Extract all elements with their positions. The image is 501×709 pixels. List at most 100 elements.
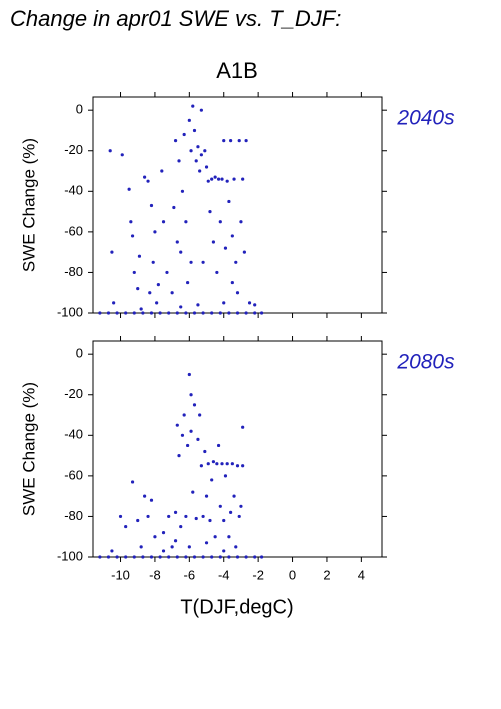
point bbox=[259, 555, 264, 559]
y-tick-label: -100 bbox=[57, 304, 83, 319]
point bbox=[161, 549, 166, 553]
point bbox=[196, 303, 200, 307]
point bbox=[112, 301, 116, 305]
point bbox=[218, 555, 222, 559]
point bbox=[136, 287, 140, 291]
point bbox=[170, 291, 174, 295]
point bbox=[218, 504, 222, 508]
point bbox=[136, 518, 140, 523]
point bbox=[146, 179, 150, 183]
point bbox=[167, 311, 171, 315]
point bbox=[179, 524, 183, 529]
point bbox=[210, 177, 214, 181]
point bbox=[220, 177, 224, 181]
y-tick-label: -40 bbox=[64, 427, 83, 442]
point bbox=[124, 311, 128, 315]
point bbox=[230, 280, 234, 285]
point bbox=[210, 311, 214, 315]
point bbox=[230, 462, 234, 466]
point bbox=[161, 531, 166, 535]
point bbox=[225, 462, 229, 466]
point bbox=[132, 270, 136, 275]
plot-frame bbox=[92, 340, 383, 558]
point bbox=[235, 291, 240, 295]
point bbox=[203, 149, 207, 153]
point bbox=[232, 494, 236, 498]
point bbox=[222, 301, 226, 305]
point bbox=[216, 177, 221, 181]
point bbox=[139, 307, 143, 311]
point bbox=[130, 480, 135, 484]
point bbox=[235, 464, 240, 468]
point bbox=[241, 464, 245, 468]
point bbox=[227, 535, 231, 539]
y-tick-label: -20 bbox=[64, 142, 83, 157]
point bbox=[259, 311, 264, 315]
point bbox=[239, 504, 243, 508]
point bbox=[108, 149, 112, 153]
point bbox=[201, 260, 205, 264]
point bbox=[115, 555, 119, 559]
point bbox=[160, 169, 164, 173]
point bbox=[194, 159, 198, 163]
point bbox=[196, 145, 200, 149]
point bbox=[232, 177, 236, 181]
point bbox=[244, 139, 248, 143]
point bbox=[220, 462, 224, 466]
point bbox=[124, 524, 128, 529]
point bbox=[194, 516, 198, 521]
panel-label: 2040s bbox=[396, 107, 455, 130]
point bbox=[204, 494, 209, 498]
point bbox=[227, 199, 231, 204]
point bbox=[153, 535, 157, 539]
point bbox=[189, 149, 193, 153]
point bbox=[110, 549, 114, 553]
point bbox=[149, 498, 154, 502]
point bbox=[141, 555, 145, 559]
point bbox=[241, 177, 245, 181]
point bbox=[211, 460, 216, 464]
x-tick-label: -4 bbox=[218, 567, 230, 582]
plot-frame bbox=[92, 96, 383, 314]
point bbox=[192, 403, 197, 407]
point bbox=[201, 514, 205, 519]
point bbox=[227, 311, 231, 315]
point bbox=[204, 541, 209, 545]
x-tick-label: -2 bbox=[252, 567, 264, 582]
point bbox=[235, 311, 240, 315]
point bbox=[184, 514, 188, 519]
y-tick-label: -40 bbox=[64, 183, 83, 198]
point bbox=[120, 153, 124, 157]
point bbox=[132, 311, 136, 315]
point bbox=[141, 311, 145, 315]
y-tick-label: -20 bbox=[64, 386, 83, 401]
point bbox=[229, 510, 233, 514]
point bbox=[158, 311, 162, 315]
point bbox=[253, 311, 257, 315]
point bbox=[192, 311, 197, 315]
point bbox=[165, 270, 169, 275]
point bbox=[242, 250, 246, 254]
point bbox=[206, 462, 210, 466]
point bbox=[175, 311, 179, 315]
point bbox=[146, 514, 150, 519]
point bbox=[223, 474, 228, 478]
point bbox=[98, 311, 102, 315]
point bbox=[187, 545, 191, 549]
point bbox=[213, 535, 217, 539]
point bbox=[177, 159, 181, 163]
point bbox=[230, 234, 234, 238]
point bbox=[106, 555, 111, 559]
y-tick-label: 0 bbox=[76, 102, 83, 117]
point bbox=[199, 153, 203, 157]
point bbox=[215, 270, 219, 275]
point bbox=[225, 179, 229, 183]
point bbox=[244, 555, 248, 559]
point bbox=[151, 260, 155, 264]
point bbox=[244, 311, 248, 315]
point bbox=[234, 260, 238, 264]
point bbox=[132, 555, 136, 559]
point bbox=[199, 108, 203, 112]
point bbox=[234, 545, 238, 549]
point bbox=[172, 205, 176, 210]
